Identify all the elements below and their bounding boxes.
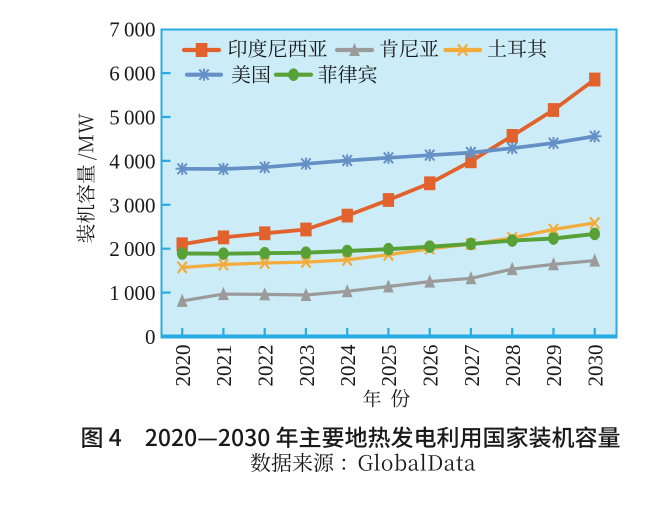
svg-text:2022: 2022 xyxy=(254,345,278,387)
svg-text:2020: 2020 xyxy=(171,345,195,387)
svg-text:2 000: 2 000 xyxy=(109,237,155,261)
svg-text:5 000: 5 000 xyxy=(109,106,155,130)
svg-text:2029: 2029 xyxy=(542,345,566,387)
svg-text:6 000: 6 000 xyxy=(109,62,155,86)
svg-text:2027: 2027 xyxy=(460,345,484,387)
svg-text:1 000: 1 000 xyxy=(109,281,155,305)
svg-text:2023: 2023 xyxy=(295,345,319,387)
svg-text:2024: 2024 xyxy=(336,344,360,387)
svg-text:4 000: 4 000 xyxy=(109,149,155,173)
svg-text:7 000: 7 000 xyxy=(109,18,155,42)
svg-text:2021: 2021 xyxy=(212,345,236,387)
svg-text:2028: 2028 xyxy=(501,345,525,387)
svg-text:2026: 2026 xyxy=(419,345,443,387)
svg-text:2030: 2030 xyxy=(584,345,608,387)
svg-text:2025: 2025 xyxy=(377,345,401,387)
svg-text:0: 0 xyxy=(145,325,156,349)
svg-text:3 000: 3 000 xyxy=(109,193,155,217)
